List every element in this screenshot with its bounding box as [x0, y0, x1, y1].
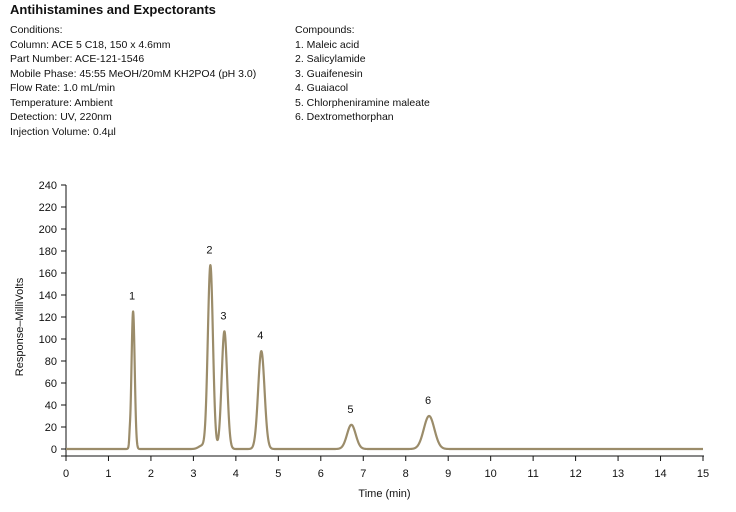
peak-label-2: 2 [206, 244, 212, 256]
peak-label-6: 6 [425, 395, 431, 407]
x-tick-label: 2 [148, 468, 154, 480]
y-tick-label: 120 [39, 312, 57, 324]
compound-5: 5. Chlorpheniramine maleate [295, 96, 430, 109]
x-tick-label: 6 [318, 468, 324, 480]
y-axis-title: Response–MilliVolts [14, 277, 26, 376]
x-tick-label: 8 [403, 468, 409, 480]
conditions-heading: Conditions: [10, 24, 63, 36]
x-tick-label: 9 [445, 468, 451, 480]
peak-label-5: 5 [347, 404, 353, 416]
chromatogram-trace [65, 264, 704, 451]
peak-label-3: 3 [220, 310, 226, 322]
condition-detection: Detection: UV, 220nm [10, 111, 112, 123]
y-tick-label: 140 [39, 290, 57, 302]
y-tick-label: 220 [39, 202, 57, 214]
x-tick-label: 11 [527, 468, 538, 480]
compound-3: 3. Guaifenesin [295, 67, 363, 80]
compounds-block: Compounds: 1. Maleic acid 2. Salicylamid… [295, 23, 430, 125]
compound-4: 4. Guaiacol [295, 82, 349, 94]
condition-temperature: Temperature: Ambient [10, 96, 113, 109]
condition-part-number: Part Number: ACE-121-1546 [10, 53, 145, 65]
y-tick-label: 0 [51, 444, 57, 456]
peak-labels: 1 2 3 4 5 6 [129, 244, 431, 415]
x-tick-label: 12 [569, 468, 581, 480]
y-tick-label: 60 [45, 378, 57, 390]
page-title: Antihistamines and Expectorants [10, 2, 216, 17]
peak-label-4: 4 [257, 330, 263, 342]
x-tick-label: 14 [654, 468, 666, 480]
conditions-block: Conditions: Column: ACE 5 C18, 150 x 4.6… [10, 23, 256, 139]
condition-mobile-phase: Mobile Phase: 45:55 MeOH/20mM KH2PO4 (pH… [10, 67, 257, 80]
x-tick-label: 10 [485, 468, 497, 480]
condition-column: Column: ACE 5 C18, 150 x 4.6mm [10, 38, 171, 51]
compound-6: 6. Dextromethorphan [295, 111, 394, 123]
x-tick-label: 1 [105, 468, 111, 480]
x-tick-label: 5 [275, 468, 281, 480]
condition-injection-volume: Injection Volume: 0.4µl [10, 125, 116, 138]
y-tick-label: 240 [39, 180, 57, 192]
peak-label-1: 1 [129, 291, 135, 303]
y-tick-label: 160 [39, 268, 57, 280]
x-tick-label: 7 [360, 468, 366, 480]
y-tick-label: 200 [39, 224, 57, 236]
x-axis-title: Time (min) [358, 488, 410, 500]
x-tick-label: 3 [190, 468, 196, 480]
x-tick-label: 0 [63, 468, 69, 480]
y-tick-label: 20 [45, 422, 57, 434]
compound-2: 2. Salicylamide [295, 53, 366, 65]
y-tick-label: 180 [39, 246, 57, 258]
x-tick-label: 15 [697, 468, 709, 480]
x-tick-label: 4 [233, 468, 239, 480]
compounds-heading: Compounds: [295, 24, 355, 36]
y-tick-label: 40 [45, 400, 57, 412]
y-tick-label: 100 [39, 334, 57, 346]
x-tick-label: 13 [612, 468, 624, 480]
y-tick-label: 80 [45, 356, 57, 368]
condition-flow-rate: Flow Rate: 1.0 mL/min [10, 82, 116, 94]
compound-1: 1. Maleic acid [295, 38, 360, 51]
